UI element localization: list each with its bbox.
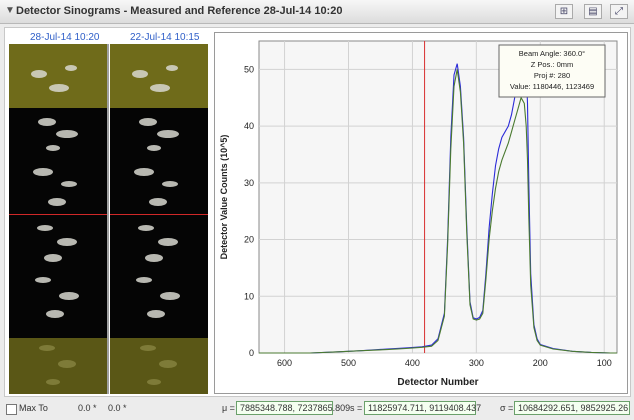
reference-sinogram[interactable] [110,44,208,394]
sinogram-bottom-band [110,338,208,394]
y-axis-label: Detector Value Counts (10^5) [219,135,229,260]
y-tick-label: 30 [244,178,254,188]
fit-icon: ⊞ [559,6,569,17]
statistics-bar: Max To 0.0 * 0.0 * μ = 7885348.788, 7237… [0,398,634,420]
tooltip-line: Value: 1180446, 1123469 [510,82,594,91]
chart-series [259,44,617,354]
x-tick-label: 500 [341,358,356,368]
printer-icon: ▤ [588,6,598,17]
range-to-field[interactable]: 0.0 * [108,403,127,413]
sigma-value: 10684292.651, 9852925.26 [514,401,630,415]
y-tick-label: 20 [244,235,254,245]
max-to-label: Max To [19,403,48,413]
tooltip-line: Z Pos.: 0mm [531,60,574,69]
s-label: s = [350,403,363,413]
y-tick-label: 40 [244,121,254,131]
fit-view-button[interactable]: ⊞ [555,4,573,19]
tooltip-line: Beam Angle: 360.0° [519,49,585,58]
tooltip-line: Proj #: 280 [534,71,570,80]
chart-ticks: 600 500 400 300 200 100 0 10 20 30 40 50 [244,64,612,368]
sinogram-divider [107,44,109,394]
sinogram-pattern [31,65,79,385]
x-tick-label: 100 [597,358,612,368]
sinogram-top-band [9,44,107,108]
measured-sinogram-date: 28-Jul-14 10:20 [30,32,100,43]
s-value: 11825974.711, 9119408.437 [364,401,481,415]
mu-label: μ = [222,403,235,413]
collapse-arrow-icon[interactable]: ▼ [5,5,15,16]
projection-marker-line [9,214,107,215]
sigma-label: σ = [500,403,514,413]
x-tick-label: 400 [405,358,420,368]
range-from-field[interactable]: 0.0 * [78,403,97,413]
y-tick-label: 50 [244,64,254,74]
y-tick-label: 10 [244,291,254,301]
expand-icon: ⤢ [615,6,623,17]
mu-value: 7885348.788, 7237865.809 [236,401,350,415]
detector-profile-chart[interactable]: 600 500 400 300 200 100 0 10 20 30 40 50 Detector N… [214,32,628,394]
value-tooltip: Beam Angle: 360.0° Z Pos.: 0mm Proj #: 2… [498,44,606,98]
window-title: Detector Sinograms - Measured and Refere… [16,5,343,17]
window-title-bar: ▼ Detector Sinograms - Measured and Refe… [0,0,634,24]
x-axis-label: Detector Number [397,377,478,388]
sinogram-top-band [110,44,208,108]
chart-grid [259,41,617,354]
measured-sinogram[interactable] [9,44,107,394]
y-tick-label: 0 [249,348,254,358]
max-to-checkbox[interactable] [6,404,17,415]
x-tick-label: 600 [277,358,292,368]
projection-marker-line [110,214,208,215]
chart-svg[interactable]: 600 500 400 300 200 100 0 10 20 30 40 50 Detector N… [215,33,627,393]
expand-button[interactable]: ⤢ [610,4,628,19]
reference-series-line [259,69,617,354]
sinogram-bottom-band [9,338,107,394]
x-tick-label: 200 [533,358,548,368]
x-tick-label: 300 [469,358,484,368]
print-button[interactable]: ▤ [584,4,602,19]
reference-sinogram-date: 22-Jul-14 10:15 [130,32,200,43]
